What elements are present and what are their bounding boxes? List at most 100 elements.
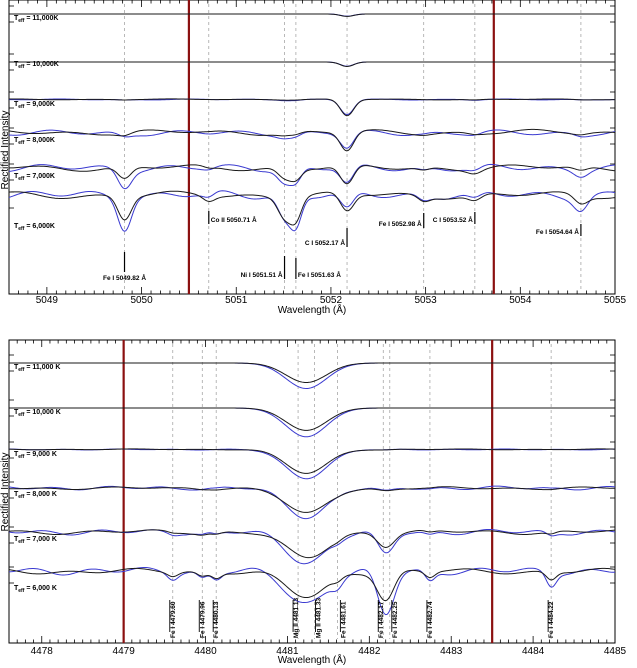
line-id-label: Fe I 4482.74 [427,601,434,638]
line-id-label: Fe I 5049.82 Å [103,273,146,282]
line-id-label: Co II 5050.71 Å [211,215,257,224]
series-label-rest: = 7,000 K [24,536,57,543]
series-label-main: T [14,364,19,371]
observed-spectrum [8,163,616,190]
series-label-sub: eff [18,104,24,110]
series-label-sub: eff [18,454,24,460]
x-tick-label: 4481 [276,646,299,657]
series-label-main: T [14,137,19,144]
series-label-rest: = 9,000K [24,101,55,108]
series-label: Teff = 7,000K [14,173,55,182]
plot-frame [8,339,616,644]
series-label-main: T [14,223,19,230]
line-id-label: Fe I 4482.17 [378,601,385,638]
model-spectrum [9,407,615,431]
series-label-main: T [14,491,19,498]
observed-spectrum [9,407,615,438]
model-spectrum [8,190,616,226]
observed-spectrum [8,448,616,480]
x-tick-label: 4483 [440,646,463,657]
model-spectrum [9,13,615,17]
y-axis-label: Rectified Intensity [0,453,11,532]
series-label: Teff = 9,000 K [14,451,57,460]
line-id-label: Mg II 4481.33 [315,598,322,638]
line-id-label: Fe I 5052.98 Å [379,219,422,228]
series-label-rest: = 10,000K [24,61,58,68]
series-label: Teff = 10,000 K [14,409,61,418]
x-axis-label: Wavelength (Å) [278,303,347,316]
series-label-rest: = 11,000K [24,15,58,22]
series-label-main: T [14,173,19,180]
line-id-label: C I 5052.17 Å [305,238,345,247]
x-tick-label: 4478 [31,646,54,657]
line-id-label: Fe I 4479.96 [199,601,206,638]
observed-spectrum [8,566,615,616]
x-tick-label: 4480 [194,646,217,657]
series-label-sub: eff [18,588,24,594]
series-label-sub: eff [18,64,24,70]
x-tick-label: 5053 [415,295,438,306]
x-tick-label: 5051 [225,295,248,306]
x-axis-label: Wavelength (Å) [278,653,347,666]
model-spectrum [8,486,615,513]
model-spectrum [8,529,616,559]
line-id-label: Fe I 5051.63 Å [298,270,341,279]
series-label-sub: eff [18,18,24,24]
line-id-label: Mg II 4481.13 [293,598,300,638]
series-label: Teff = 9,000K [14,101,55,110]
series-label-rest: = 11,000 K [24,364,60,371]
x-tick-label: 5052 [320,295,343,306]
x-tick-label: 5055 [604,295,627,306]
model-spectrum [8,128,616,152]
observed-spectrum [8,129,616,149]
plot-frame [8,0,616,295]
x-tick-label: 4485 [604,646,627,657]
series-label-sub: eff [18,176,24,182]
x-tick-label: 5050 [130,295,153,306]
series-label: Teff = 8,000K [14,137,55,146]
observed-spectrum [9,362,615,390]
line-id-label: Fe I 4480.13 [213,601,220,638]
model-spectrum [8,567,616,602]
series-label-rest: = 8,000 K [24,491,57,498]
x-tick-label: 5049 [36,295,59,306]
y-axis-label: Rectified Intensity [0,111,11,190]
x-tick-label: 4479 [113,646,136,657]
observed-spectrum [9,61,615,67]
series-label-main: T [14,61,19,68]
series-label: Teff = 7,000 K [14,536,57,545]
series-label: Teff = 10,000K [14,61,59,70]
model-spectrum [9,362,615,384]
series-label-rest: = 9,000 K [24,451,57,458]
x-tick-label: 4482 [358,646,381,657]
line-id-label: Fe I 5054.64 Å [536,227,579,236]
line-id-label: Fe I 4484.22 [548,601,555,638]
series-label-sub: eff [18,226,24,232]
observed-spectrum [8,98,616,116]
series-label-main: T [14,15,19,22]
observed-spectrum [8,190,616,232]
line-id-label: C I 5053.52 Å [433,215,473,224]
series-label-sub: eff [18,367,24,373]
series-label-rest: = 8,000K [24,137,55,144]
series-label: Teff = 6,000K [14,223,55,232]
line-id-label: Ni I 5051.51 Å [241,270,283,279]
x-tick-label: 5054 [509,295,532,306]
series-label-main: T [14,101,19,108]
series-label-sub: eff [18,494,24,500]
series-label-rest: = 7,000K [24,173,55,180]
series-label-main: T [14,536,19,543]
line-id-label: Fe I 4479.60 [170,601,177,638]
model-spectrum [9,61,615,67]
series-label-sub: eff [18,140,24,146]
series-label: Teff = 6,000 K [14,585,57,594]
series-label: Teff = 8,000 K [14,491,57,500]
model-spectrum [8,448,616,474]
series-label-rest: = 6,000 K [24,585,57,592]
observed-spectrum [8,528,616,565]
bottom-panel: 4478 4479 4480 4481 4482 4483 4484 4485 Waveleng… [0,339,627,666]
model-spectrum [8,164,616,185]
observed-spectrum [8,485,616,520]
line-id-label: Fe I 4482.25 [392,601,399,638]
